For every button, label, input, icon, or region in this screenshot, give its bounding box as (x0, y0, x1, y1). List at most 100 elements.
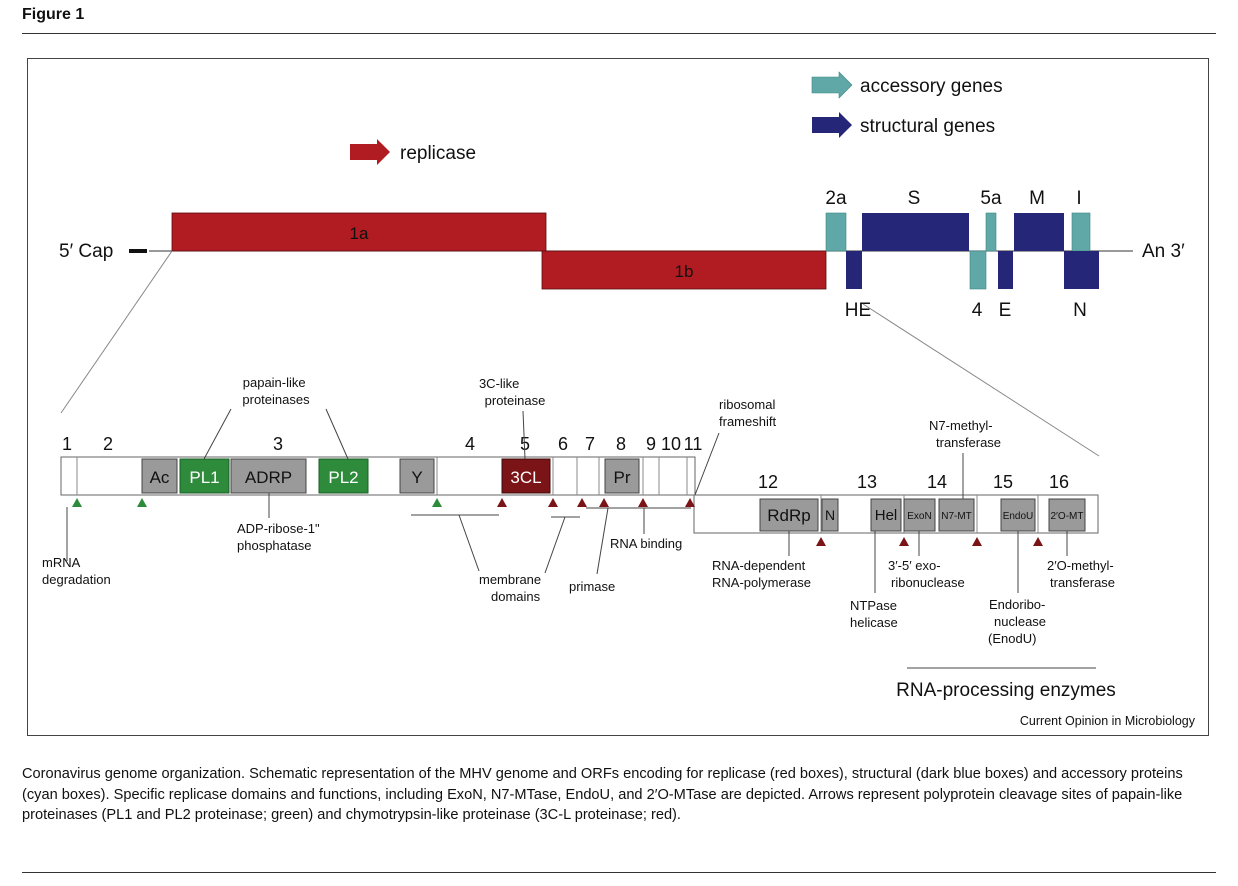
3cl-cleavage-site (816, 537, 826, 546)
gene-e-box (998, 251, 1013, 289)
gene-label-e: E (999, 300, 1012, 321)
nsp-number-2: 2 (103, 434, 113, 454)
domain-pl1-label: PL1 (189, 468, 219, 487)
domain-pl2-box (318, 458, 369, 494)
five-prime-label: 5′ Cap (59, 241, 113, 262)
domain-3cl-label: 3CL (510, 468, 541, 487)
nsp-number-6: 6 (558, 434, 568, 454)
rna-binding-annotation: RNA binding (610, 536, 682, 551)
domain-3cl-box (501, 458, 551, 494)
gene-5a-box (985, 212, 997, 252)
3cl-cleavage-site (497, 498, 507, 507)
gene-label-i: I (1076, 188, 1081, 209)
gene-2a-box (825, 212, 847, 252)
domain-y-box (399, 458, 435, 494)
3cl-cleavage-site (638, 498, 648, 507)
leader-primase (596, 507, 609, 575)
mrna-degradation-annotation: mRNA degradation (42, 555, 111, 587)
nsp-number-4: 4 (465, 434, 475, 454)
zoom-guide-left (60, 250, 173, 414)
orf-1b-label: 1b (675, 262, 694, 281)
gene-4-box (969, 250, 987, 290)
three-prime-label: An 3′ (1142, 241, 1185, 262)
nsp-number-8: 8 (616, 434, 626, 454)
nsp-number-13: 13 (857, 472, 877, 492)
domain-pl2-label: PL2 (328, 468, 358, 487)
domain-n-label: N (825, 507, 835, 523)
3cl-cleavage-site (1033, 537, 1043, 546)
domain-ac-box (141, 458, 178, 494)
ntpase-annotation: NTPase helicase (850, 598, 901, 630)
domain-pr-box (604, 458, 640, 494)
gene-he-box (846, 251, 862, 289)
3cl-cleavage-site (685, 498, 695, 507)
legend-structural-label: structural genes (860, 116, 995, 137)
legend-accessory-label: accessory genes (860, 76, 1003, 97)
pl-cleavage-site (137, 498, 147, 507)
gene-label-m: M (1029, 188, 1045, 209)
domain-rdrp-label: RdRp (767, 506, 810, 525)
domain-endou-label: EndoU (1003, 511, 1034, 522)
gene-n-box (1064, 251, 1099, 289)
figure-caption: Coronavirus genome organization. Schemat… (22, 766, 1183, 823)
gene-label-he: HE (845, 300, 871, 321)
nsp-number-11: 11 (684, 434, 703, 454)
3cl-cleavage-site (599, 498, 609, 507)
orf-1a-label: 1a (350, 224, 369, 243)
bottom-rule (22, 872, 1216, 873)
domain-pl1-box (179, 458, 230, 494)
rdrp-annotation: RNA-dependent RNA-polymerase (712, 558, 811, 590)
nsp-number-3: 3 (273, 434, 283, 454)
domain-exon-box (903, 498, 936, 532)
nsp-numbers: 1 2 3 4 5 6 7 8 9 10 11 12 13 14 15 16 (62, 434, 1069, 492)
papain-like-annotation: papain-like proteinases (242, 375, 310, 407)
journal-credit: Current Opinion in Microbiology (1020, 714, 1196, 728)
n7-methyl-annotation: N7-methyl- transferase (929, 418, 1001, 450)
frameshift-annotation: ribosomal frameshift (719, 397, 779, 429)
3c-like-annotation: 3C-like proteinase (479, 376, 545, 408)
primase-annotation: primase (569, 579, 615, 594)
nsp-number-14: 14 (927, 472, 947, 492)
nsp-number-1: 1 (62, 434, 72, 454)
3cl-cleavage-site (899, 537, 909, 546)
exoribonuclease-annotation: 3′-5′ exo- ribonuclease (888, 558, 965, 590)
genome-diagram: .lbl { font-family: "Liberation Sans", s… (42, 71, 1196, 728)
orf-1a-box (171, 212, 547, 252)
legend-structural-arrow (812, 112, 852, 138)
nsp-number-16: 16 (1049, 472, 1069, 492)
domain-endou-box (1000, 498, 1036, 532)
gene-i-box (1071, 212, 1091, 252)
legend-replicase-arrow (350, 139, 390, 165)
3cl-cleavage-site (548, 498, 558, 507)
nsp-number-10: 10 (661, 434, 681, 454)
3cl-cleavage-sites (497, 498, 1043, 546)
domain-y-label: Y (411, 468, 422, 487)
domain-adrp-label: ADRP (245, 468, 292, 487)
domain-n7mt-label: N7-MT (941, 511, 972, 522)
orf-1b-box (541, 250, 827, 290)
zoom-guide-right (862, 303, 1100, 457)
leader-pl1 (203, 408, 232, 460)
membrane-domains-annotation: membrane domains (479, 572, 545, 604)
domain-pr-label: Pr (614, 468, 631, 487)
legend-accessory-arrow (811, 71, 853, 99)
adp-ribose-annotation: ADP-ribose-1" phosphatase (237, 521, 323, 553)
domain-ac-label: Ac (150, 468, 170, 487)
leader-membrane-1 (458, 514, 480, 572)
domain-hel-box (870, 498, 902, 532)
domain-exon-label: ExoN (907, 511, 931, 522)
domain-2omt-label: 2′O-MT (1051, 511, 1084, 522)
gene-label-n: N (1073, 300, 1087, 321)
leader-pl2 (325, 408, 349, 460)
nsp-number-5: 5 (520, 434, 530, 454)
rna-processing-label: RNA-processing enzymes (896, 680, 1116, 701)
leader-frameshift (694, 432, 720, 496)
gene-m-box (1014, 213, 1064, 251)
figure-panel: .lbl { font-family: "Liberation Sans", s… (27, 58, 1209, 736)
nsp-number-7: 7 (585, 434, 595, 454)
3cl-cleavage-site (577, 498, 587, 507)
pl-cleavage-sites (72, 498, 442, 507)
top-rule (22, 33, 1216, 34)
omtase-annotation: 2′O-methyl- transferase (1047, 558, 1117, 590)
domain-n-box (821, 498, 839, 532)
